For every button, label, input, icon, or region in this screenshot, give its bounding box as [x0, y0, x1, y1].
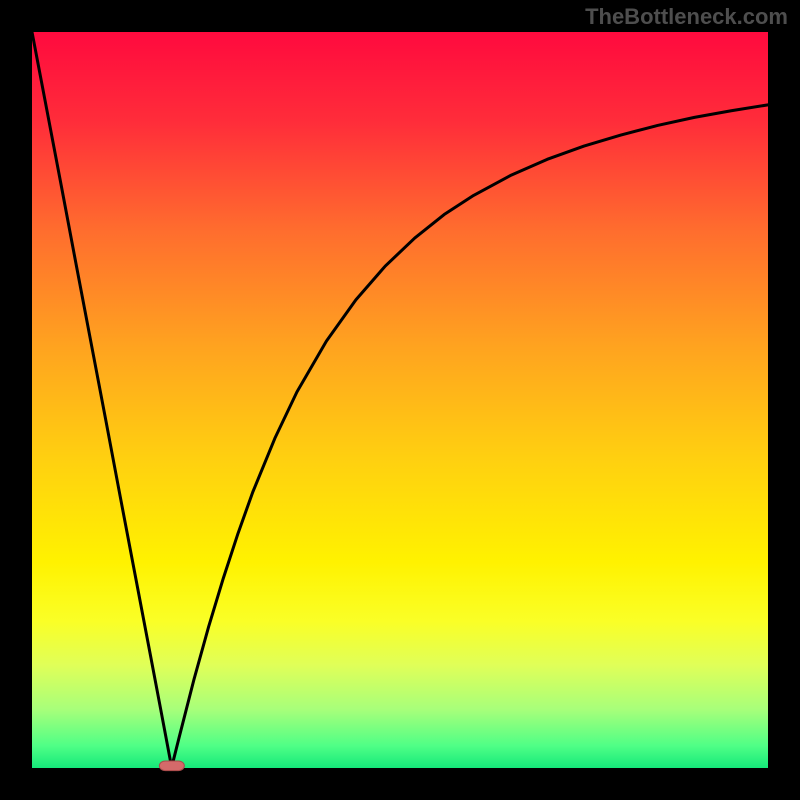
watermark-text: TheBottleneck.com [585, 4, 788, 30]
bottleneck-chart [0, 0, 800, 800]
chart-container: TheBottleneck.com [0, 0, 800, 800]
